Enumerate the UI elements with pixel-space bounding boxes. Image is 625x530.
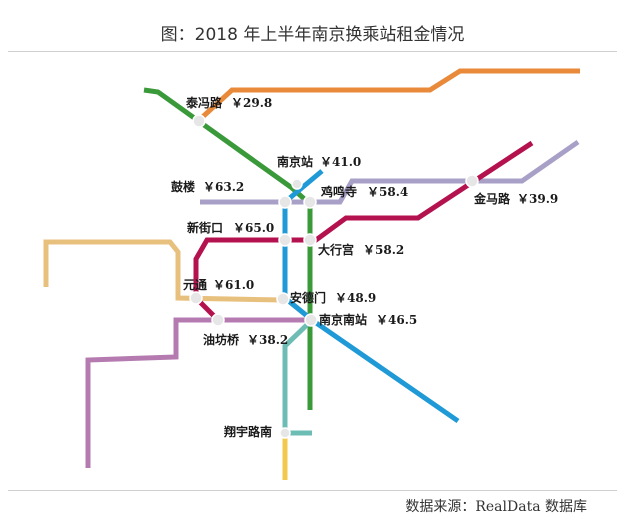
station-marker-gulou <box>278 195 292 209</box>
station-name-yuantong: 元通 <box>183 277 207 292</box>
station-price-nanjingnan: ￥46.5 <box>376 313 417 327</box>
line-3 <box>143 87 313 410</box>
station-marker-taifeng <box>192 114 206 128</box>
station-name-zhiyulunan: 翔宇路南 <box>223 424 272 439</box>
station-name-xinjiekou: 新街口 <box>187 220 223 235</box>
bottom-divider <box>8 490 617 491</box>
line-s8 <box>195 68 580 124</box>
station-marker-yuantong <box>189 291 203 305</box>
line-4 <box>200 139 580 205</box>
top-divider <box>8 51 617 52</box>
station-name-gulou: 鼓楼 <box>171 179 195 194</box>
station-price-daxinggong: ￥58.2 <box>363 243 404 257</box>
station-name-taifeng: 泰冯路 <box>185 95 223 110</box>
station-name-daxinggong: 大行宫 <box>318 242 354 257</box>
station-name-jinmalu: 金马路 <box>473 191 511 206</box>
station-price-andemen: ￥48.9 <box>335 291 376 305</box>
station-marker-nanjing <box>291 178 303 190</box>
station-marker-youfangqiao <box>211 313 225 327</box>
station-price-xinjiekou: ￥65.0 <box>233 221 274 235</box>
station-price-yuantong: ￥61.0 <box>213 278 254 292</box>
chart-title: 图：2018 年上半年南京换乘站租金情况 <box>160 25 465 45</box>
station-name-andemen: 安德门 <box>290 290 326 305</box>
station-price-jinmalu: ￥39.9 <box>517 192 558 206</box>
station-name-nanjingnan: 南京南站 <box>319 312 367 327</box>
station-price-taifeng: ￥29.8 <box>231 96 272 110</box>
station-price-nanjing: ￥41.0 <box>320 155 361 169</box>
data-source: 数据来源：RealData 数据库 <box>405 499 587 515</box>
station-marker-jimingsi <box>303 195 317 209</box>
station-name-jimingsi: 鸡鸣寺 <box>320 184 357 199</box>
station-marker-zhiyulunan <box>279 427 291 439</box>
line-s1 <box>282 318 314 436</box>
station-price-gulou: ￥63.2 <box>203 180 244 194</box>
station-marker-xinjiekou <box>278 233 292 247</box>
station-marker-andemen <box>276 292 290 306</box>
station-marker-daxinggong <box>303 233 317 247</box>
station-marker-jinmalu <box>465 174 479 188</box>
station-price-jimingsi: ￥58.4 <box>367 185 408 199</box>
station-marker-nanjingnan <box>304 313 318 327</box>
station-price-youfangqiao: ￥38.2 <box>247 333 288 347</box>
station-name-nanjing: 南京站 <box>277 154 313 169</box>
station-name-youfangqiao: 油坊桥 <box>203 332 240 347</box>
